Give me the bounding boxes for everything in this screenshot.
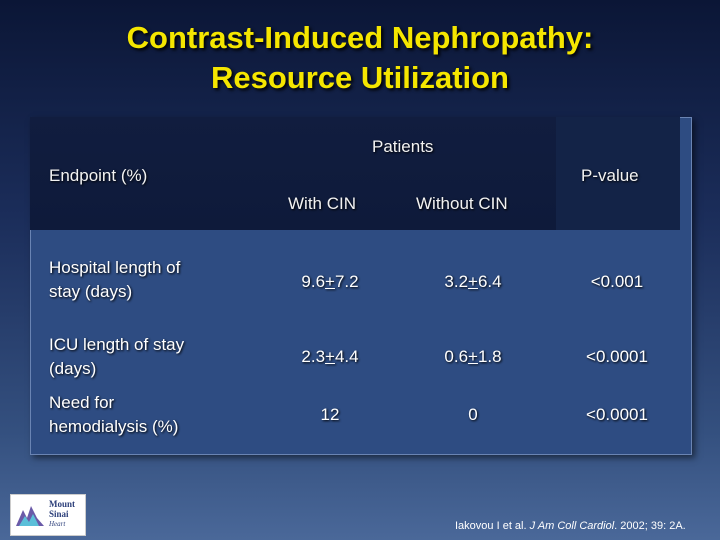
citation: Iakovou I et al. J Am Coll Cardiol. 2002… bbox=[455, 520, 686, 532]
title-line-1: Contrast-Induced Nephropathy: bbox=[126, 20, 594, 55]
table-cell-pvalue: <0.0001 bbox=[586, 405, 648, 424]
table-cell-without-cin: 3.2+6.4 bbox=[444, 272, 502, 291]
table-cell-with-cin: 9.6+7.2 bbox=[301, 272, 359, 291]
mount-sinai-logo: Mount Sinai Heart bbox=[10, 494, 86, 536]
table-cell-with-cin: 2.3+4.4 bbox=[301, 347, 359, 366]
patients-header: Patients bbox=[372, 137, 434, 156]
pvalue-header: P-value bbox=[581, 166, 639, 185]
pvalue-header-band bbox=[556, 117, 680, 230]
table-row-endpoint: ICU length of stay (days) bbox=[49, 335, 185, 378]
logo-mark-icon bbox=[16, 506, 44, 526]
table-row-endpoint: Need for hemodialysis (%) bbox=[49, 393, 179, 436]
table-cell-without-cin: 0.6+1.8 bbox=[444, 347, 502, 366]
endpoint-header: Endpoint (%) bbox=[49, 166, 148, 185]
title-line-2: Resource Utilization bbox=[211, 60, 509, 95]
table-cell-pvalue: <0.001 bbox=[590, 272, 644, 291]
slide-title: Contrast-Induced Nephropathy: Resource U… bbox=[0, 18, 720, 98]
table-cell-with-cin: 12 bbox=[320, 405, 340, 424]
table-cell-without-cin: 0 bbox=[468, 405, 478, 424]
without-cin-header: Without CIN bbox=[416, 194, 508, 213]
with-cin-header: With CIN bbox=[288, 194, 356, 213]
table-row-endpoint: Hospital length of stay (days) bbox=[49, 258, 181, 301]
table-cell-pvalue: <0.0001 bbox=[586, 347, 648, 366]
